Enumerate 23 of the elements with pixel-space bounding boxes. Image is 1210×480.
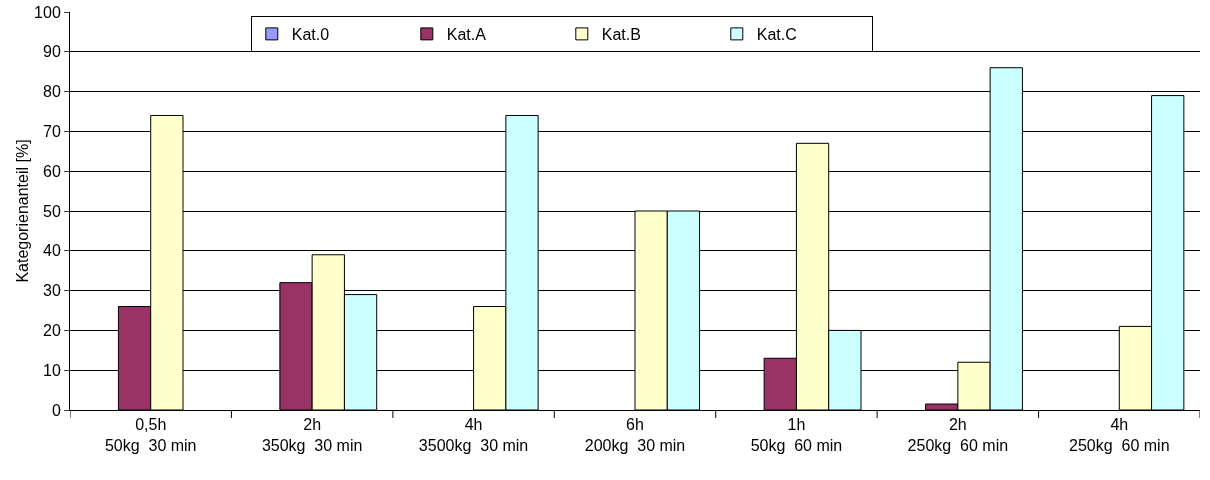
- y-tick-label: 20: [43, 322, 61, 339]
- y-tick-label: 90: [43, 43, 61, 61]
- x-tick-label: 2h 250kg 60 min: [907, 416, 1009, 454]
- y-tick-label: 50: [43, 202, 61, 220]
- x-tick-label: 2h 350kg 30 min: [261, 416, 363, 454]
- legend-label: Kat.A: [446, 26, 487, 44]
- x-tick-label: 4h 3500kg 30 min: [418, 416, 529, 454]
- legend-label: Kat.0: [291, 26, 330, 44]
- y-tick-label: 40: [43, 242, 61, 260]
- y-tick-label: 70: [43, 123, 61, 140]
- y-tick-label: 0: [51, 401, 61, 419]
- y-tick-label: 30: [43, 282, 61, 300]
- y-axis-title: Kategorienanteil [%]: [14, 139, 31, 283]
- x-tick-label: 0,5h 50kg 30 min: [104, 416, 197, 454]
- legend-label: Kat.C: [756, 26, 797, 44]
- y-tick-label: 80: [43, 83, 61, 101]
- x-tick-label: 4h 250kg 60 min: [1069, 416, 1170, 454]
- legend-label: Kat.B: [601, 26, 641, 44]
- y-tick-label: 100: [34, 3, 61, 21]
- x-tick-label: 1h 50kg 60 min: [750, 416, 843, 454]
- y-tick-label: 10: [43, 361, 61, 379]
- y-tick-label: 60: [43, 162, 61, 180]
- x-tick-label: 6h 200kg 30 min: [584, 416, 686, 454]
